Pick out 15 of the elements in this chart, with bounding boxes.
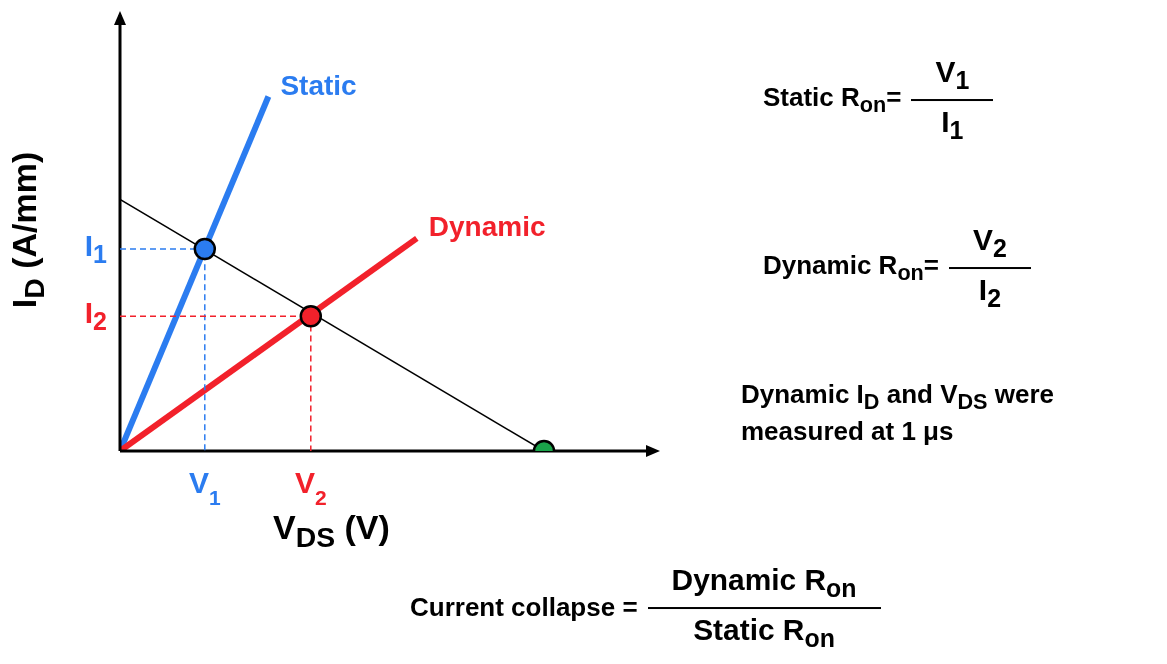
text: Current collapse =: [410, 592, 638, 624]
text: I$_{1}$: [941, 104, 964, 145]
text: I$_{2}$: [978, 272, 1002, 313]
text: Dynamic R$_{on}$=: [763, 249, 940, 287]
text: Static R$_{on}$=: [763, 81, 902, 119]
text: Dynamic I$_{D}$ and V$_{DS}$ were measured at 1 μs: [741, 379, 1055, 447]
text: I$_{1}$: [84, 228, 107, 268]
text: V$_{2}$: [972, 223, 1008, 264]
text: Dynamic R$_{on}$: [670, 563, 858, 604]
text: Static R$_{on}$: [693, 612, 835, 653]
series-label: Static: [280, 69, 357, 101]
text: I$_{2}$: [84, 296, 107, 336]
x-axis-title: V$_{DS}$ (V): [273, 508, 390, 553]
series-label: Dynamic: [428, 211, 546, 243]
text: V$_{1}$: [934, 55, 971, 96]
